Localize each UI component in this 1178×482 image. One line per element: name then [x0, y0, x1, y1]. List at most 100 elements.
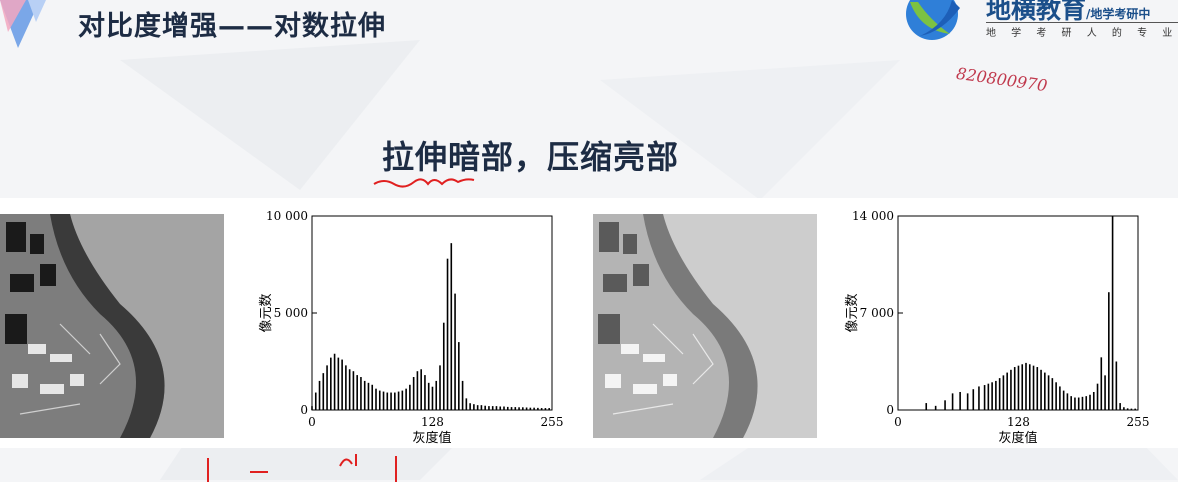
histogram-bar	[944, 400, 946, 410]
y-axis-label: 像元数	[259, 293, 274, 332]
histogram-bar	[442, 322, 445, 410]
histogram-bar	[1017, 365, 1020, 410]
histogram-bar	[439, 365, 441, 410]
histogram-bar	[348, 369, 351, 410]
histogram-bar	[352, 371, 355, 410]
histogram-bar	[544, 408, 547, 410]
histogram-bar	[1092, 391, 1095, 410]
histogram-bar	[345, 365, 347, 410]
x-tick-label: 0	[894, 415, 902, 429]
histogram-bar	[401, 390, 404, 410]
histogram-bar	[1002, 375, 1005, 410]
y-tick-label: 10 000	[266, 209, 308, 223]
y-tick-label: 14 000	[852, 209, 894, 223]
histogram-bar	[431, 386, 434, 410]
histogram-bar	[1119, 403, 1121, 410]
histogram-bar	[1126, 408, 1129, 410]
histogram-bar	[1077, 397, 1080, 410]
histogram-bar	[1047, 375, 1050, 410]
histogram-bar	[473, 404, 475, 410]
histogram-bar	[390, 392, 392, 410]
y-tick-label: 0	[300, 403, 308, 417]
histogram-bar	[427, 382, 430, 410]
histogram-bar	[506, 406, 509, 410]
histogram-bar	[529, 407, 532, 410]
histogram-bar	[1021, 364, 1024, 410]
histogram-bar	[983, 385, 986, 410]
histogram-bar	[540, 408, 543, 410]
histogram-bar	[934, 405, 937, 410]
histogram-bar	[386, 392, 389, 410]
histogram-bar	[484, 405, 486, 410]
histogram-bar	[318, 380, 321, 410]
histogram-bar	[1081, 396, 1084, 410]
histogram-bar	[458, 342, 460, 410]
histogram-bar	[503, 406, 505, 410]
histogram-bar	[1032, 365, 1035, 410]
histogram-bar	[1010, 369, 1012, 410]
handwritten-bottom-annotation	[207, 454, 397, 482]
histogram-bar	[435, 380, 438, 410]
logo-name: 地横教育/地学考研中	[986, 0, 1151, 24]
histogram-bar	[341, 359, 343, 410]
histogram-bar	[518, 407, 520, 410]
histogram-bar	[450, 243, 453, 410]
histogram-bar	[514, 407, 517, 410]
y-tick-label: 5 000	[274, 306, 308, 320]
histogram-bar	[371, 384, 374, 410]
histogram-bar	[987, 383, 990, 410]
histogram-original: 0 5 000 10 000 0 128 255 灰度值 像元数	[259, 209, 564, 446]
logo-slash-text: /地学考研中	[1086, 7, 1151, 21]
histogram-bar	[1134, 408, 1136, 410]
x-tick-label: 0	[308, 415, 316, 429]
histogram-bar	[333, 353, 336, 410]
y-tick-label: 7 000	[860, 306, 894, 320]
histogram-bar	[1059, 386, 1061, 410]
histogram-bar	[476, 405, 479, 410]
histogram-bar	[499, 406, 502, 410]
histogram-bar	[1055, 382, 1057, 410]
histogram-bar	[1074, 397, 1076, 410]
histogram-bar	[465, 398, 468, 410]
logo-tagline: 地 学 考 研 人 的 专 业 陪 伴	[986, 22, 1178, 39]
corner-triangle-decoration	[0, 0, 46, 48]
histogram-bar	[966, 393, 969, 410]
histogram-bar	[337, 357, 340, 410]
histogram-bar	[991, 382, 993, 410]
histogram-bar	[1040, 369, 1042, 410]
histogram-bar	[409, 384, 411, 410]
x-tick-label: 255	[541, 415, 564, 429]
histogram-bar	[367, 382, 370, 410]
histogram-bar	[488, 406, 490, 410]
histogram-bar	[416, 371, 419, 410]
original-satellite-image	[0, 214, 224, 438]
histogram-bar	[1006, 372, 1008, 410]
histogram-bar	[424, 375, 426, 410]
histogram-bar	[1104, 375, 1106, 410]
histogram-bar	[446, 258, 449, 410]
histogram-bar	[1108, 292, 1110, 410]
plot-frame	[311, 215, 553, 411]
histogram-bar	[397, 391, 400, 410]
histogram-bar	[382, 391, 385, 410]
histogram-bar	[326, 365, 328, 410]
histogram-bar	[1013, 367, 1016, 410]
histogram-bar	[1123, 407, 1125, 410]
histogram-bar	[405, 388, 407, 410]
histogram-bar	[1044, 372, 1046, 410]
histogram-bar	[1025, 362, 1027, 410]
histogram-bar	[322, 373, 325, 410]
y-tick-label: 0	[886, 403, 894, 417]
histogram-bar	[510, 407, 513, 410]
histogram-bar	[995, 380, 997, 410]
histogram-bar	[1070, 396, 1072, 410]
x-axis-label: 灰度值	[998, 430, 1037, 446]
histogram-bar	[522, 407, 524, 410]
histogram-bar	[1085, 396, 1088, 410]
histogram-bar	[1051, 378, 1054, 410]
histogram-bar	[1028, 364, 1031, 410]
slide-heading: 拉伸暗部，压缩亮部	[382, 138, 680, 176]
histogram-bar	[363, 380, 366, 410]
histogram-bar	[925, 403, 928, 410]
histogram-bar	[533, 407, 535, 410]
